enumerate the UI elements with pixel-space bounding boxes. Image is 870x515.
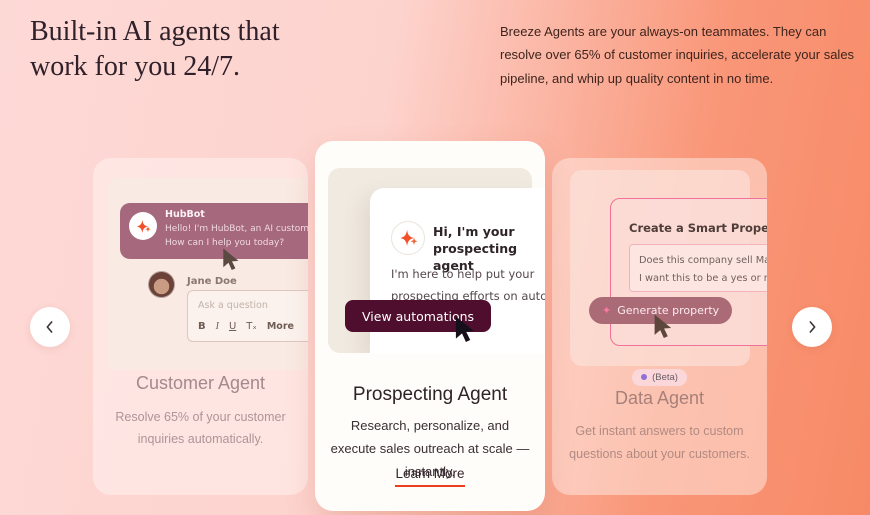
customer-agent-card: HubBot Hello! I'm HubBot, an AI custome …: [93, 158, 308, 495]
chatbot-message-bubble: HubBot Hello! I'm HubBot, an AI custome …: [120, 203, 308, 259]
avatar: [148, 271, 175, 298]
customer-agent-preview: HubBot Hello! I'm HubBot, an AI custome …: [93, 158, 308, 370]
cursor-icon: [223, 248, 239, 271]
italic-button[interactable]: I: [215, 321, 219, 332]
bot-name: HubBot: [165, 209, 205, 220]
beta-badge-label: (Beta): [652, 371, 678, 383]
prospecting-agent-preview: Hi, I'm your prospecting agent I'm here …: [315, 141, 545, 353]
user-name: Jane Doe: [187, 276, 237, 287]
page-title-line1: Built-in AI agents that: [30, 16, 280, 47]
cursor-icon: [455, 316, 474, 342]
bot-message-line: How can I help you today?: [165, 238, 285, 249]
beta-dot-icon: [641, 374, 648, 380]
card-description: Resolve 65% of your customer inquiries a…: [115, 410, 286, 446]
card-description: Get instant answers to custom questions …: [569, 424, 750, 461]
underline-button[interactable]: U: [228, 321, 237, 332]
card-title: Prospecting Agent: [352, 384, 508, 405]
generate-property-label: Generate property: [617, 304, 720, 317]
format-toolbar: B I U Tₓ More: [198, 321, 294, 332]
card-title: Customer Agent: [135, 373, 266, 393]
beta-badge: (Beta): [632, 368, 687, 386]
agent-chat-card: Hi, I'm your prospecting agent I'm here …: [370, 188, 545, 353]
page-title: Built-in AI agents that work for you 24/…: [30, 14, 280, 84]
cursor-icon: [654, 314, 672, 339]
chevron-left-icon: [46, 321, 53, 333]
agent-greeting: Hi, I'm your prospecting agent: [433, 224, 518, 273]
sparkle-icon: ✦: [602, 304, 612, 317]
question-input-placeholder: Ask a question: [198, 300, 268, 311]
prompt-text-line: I want this to be a yes or no an: [639, 273, 767, 285]
agent-message: I'm here to help put your prospecting ef…: [391, 267, 545, 303]
panel-title: Create a Smart Property: [629, 221, 767, 235]
section-description: Breeze Agents are your always-on teammat…: [500, 24, 855, 86]
prospecting-agent-card: Hi, I'm your prospecting agent I'm here …: [315, 141, 545, 511]
carousel-next-button[interactable]: [792, 307, 832, 347]
data-agent-preview: Create a Smart Property Does this compan…: [552, 158, 767, 370]
data-agent-card: Create a Smart Property Does this compan…: [552, 158, 767, 495]
question-input[interactable]: Ask a question B I U Tₓ More: [187, 290, 308, 342]
prompt-text-line: Does this company sell Marketi: [639, 255, 767, 266]
bot-message-line: Hello! I'm HubBot, an AI custome: [165, 224, 308, 234]
clear-formatting-button[interactable]: Tₓ: [246, 321, 257, 332]
learn-more-link[interactable]: Learn More: [395, 466, 465, 487]
card-title: Data Agent: [614, 388, 705, 408]
more-formats-button[interactable]: More: [266, 321, 294, 332]
bold-button[interactable]: B: [198, 321, 206, 332]
prompt-textarea[interactable]: Does this company sell Marketi I want th…: [629, 244, 767, 292]
breeze-logo-icon: [129, 212, 157, 240]
carousel-prev-button[interactable]: [30, 307, 70, 347]
page-title-line2: work for you 24/7.: [30, 51, 240, 82]
card-description: Research, personalize, and execute sales…: [330, 418, 530, 479]
chevron-right-icon: [809, 321, 816, 333]
breeze-logo-icon: [391, 221, 425, 255]
